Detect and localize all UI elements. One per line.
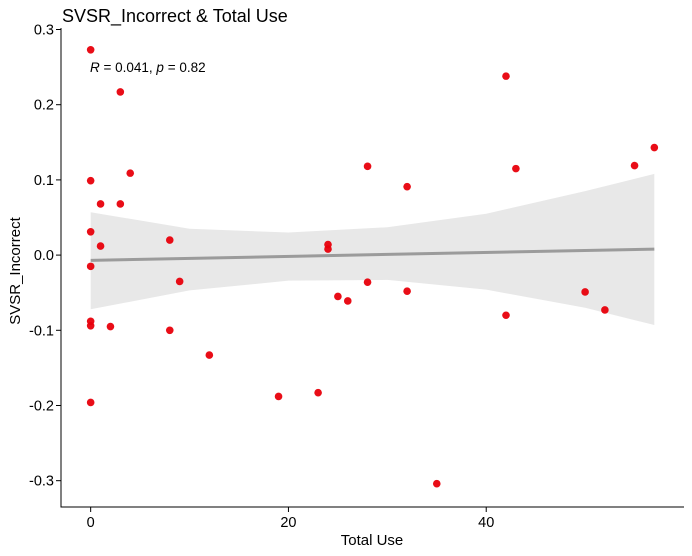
data-point [403, 182, 411, 191]
data-point [363, 278, 372, 286]
data-point [274, 392, 283, 401]
data-point [126, 169, 135, 177]
y-tick-label: -0.3 [29, 474, 54, 490]
data-point [86, 321, 95, 330]
x-tick-label: 40 [478, 515, 494, 531]
data-point [86, 398, 95, 407]
y-tick-label: -0.1 [29, 323, 54, 339]
x-tick-label: 20 [280, 515, 296, 531]
annotation-r-symbol: R [90, 60, 100, 75]
x-axis-label: Total Use [341, 532, 404, 549]
confidence-band-area [90, 173, 655, 326]
x-tick-label: 0 [87, 515, 95, 531]
data-point [86, 262, 95, 271]
data-point [601, 306, 609, 314]
data-point [343, 297, 352, 305]
y-tick-label: 0.3 [34, 23, 54, 39]
annotation-p-symbol: p [155, 60, 164, 75]
data-point [432, 479, 441, 488]
annotation-p-value: = 0.82 [164, 60, 206, 75]
data-point [86, 227, 95, 236]
trend-line-group [90, 247, 655, 262]
annotation-r-value: = 0.041, [100, 60, 157, 75]
data-point [86, 46, 95, 54]
data-point [314, 388, 322, 397]
data-point [512, 164, 520, 173]
data-point [630, 161, 639, 170]
data-point [205, 351, 214, 359]
data-point [96, 200, 105, 208]
data-point [502, 72, 510, 80]
data-point [165, 326, 174, 335]
chart-title: SVSR_Incorrect & Total Use [62, 6, 288, 27]
data-point [403, 287, 411, 295]
y-axis-label: SVSR_Incorrect [7, 216, 24, 324]
data-point [116, 200, 125, 208]
data-point [86, 176, 95, 185]
data-point [96, 242, 105, 250]
trend-line [90, 247, 655, 262]
data-points [86, 46, 659, 488]
confidence-band [90, 173, 655, 326]
correlation-annotation: R = 0.041, p = 0.82 [90, 60, 206, 75]
data-point [165, 236, 174, 244]
data-point [334, 292, 342, 301]
data-point [650, 143, 659, 152]
data-point [116, 88, 125, 96]
data-point [106, 322, 115, 331]
y-tick-label: 0.1 [34, 173, 54, 189]
y-tick-label: -0.2 [29, 398, 54, 414]
data-point [502, 311, 510, 320]
data-point [324, 245, 332, 253]
data-point [175, 277, 184, 286]
y-tick-label: 0.0 [34, 248, 54, 264]
data-point [581, 288, 589, 296]
y-tick-label: 0.2 [34, 98, 54, 114]
axes: 0.3 0.2 0.1 0.0 -0.1 -0.2 -0.3 0 20 40 [29, 23, 684, 531]
data-point [363, 162, 372, 171]
